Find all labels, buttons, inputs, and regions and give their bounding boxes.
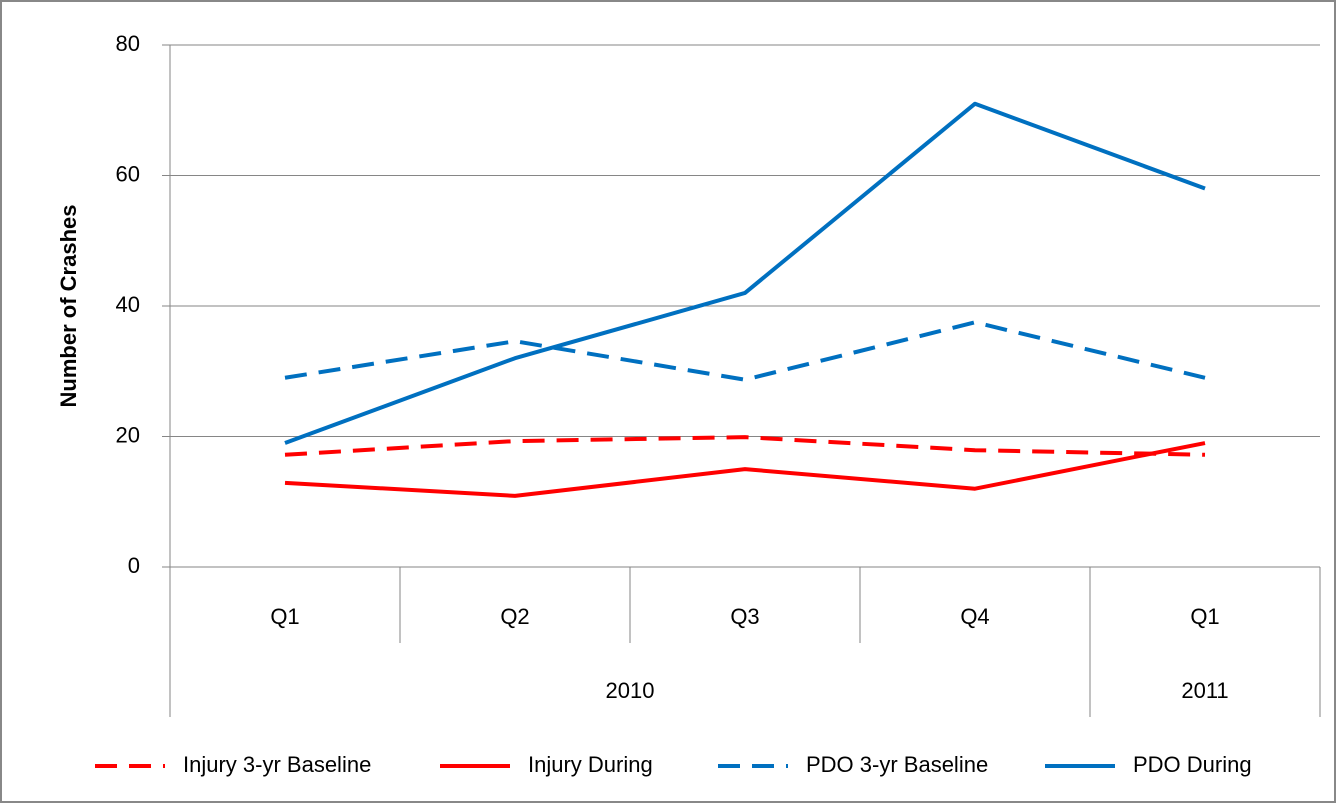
y-tick-label: 0 bbox=[128, 553, 140, 578]
x-tick-label: Q3 bbox=[730, 604, 759, 629]
legend-label: Injury During bbox=[528, 752, 653, 777]
series-line bbox=[284, 101, 1206, 445]
x-tick-label: Q4 bbox=[960, 604, 989, 629]
x-tick-label: Q1 bbox=[1190, 604, 1219, 629]
x-tick-label: Q1 bbox=[270, 604, 299, 629]
y-axis-label: Number of Crashes bbox=[56, 205, 81, 408]
y-tick-label: 20 bbox=[116, 422, 140, 447]
y-tick-label: 60 bbox=[116, 161, 140, 186]
series-line bbox=[284, 441, 1206, 498]
group-label: 2011 bbox=[1181, 678, 1228, 703]
group-label: 2010 bbox=[606, 678, 655, 703]
y-tick-label: 80 bbox=[116, 31, 140, 56]
series-line bbox=[284, 435, 1206, 457]
x-tick-label: Q2 bbox=[500, 604, 529, 629]
legend-label: PDO 3-yr Baseline bbox=[806, 752, 988, 777]
legend-label: Injury 3-yr Baseline bbox=[183, 752, 371, 777]
legend-label: PDO During bbox=[1133, 752, 1252, 777]
y-tick-label: 40 bbox=[116, 292, 140, 317]
series-line bbox=[284, 320, 1206, 382]
